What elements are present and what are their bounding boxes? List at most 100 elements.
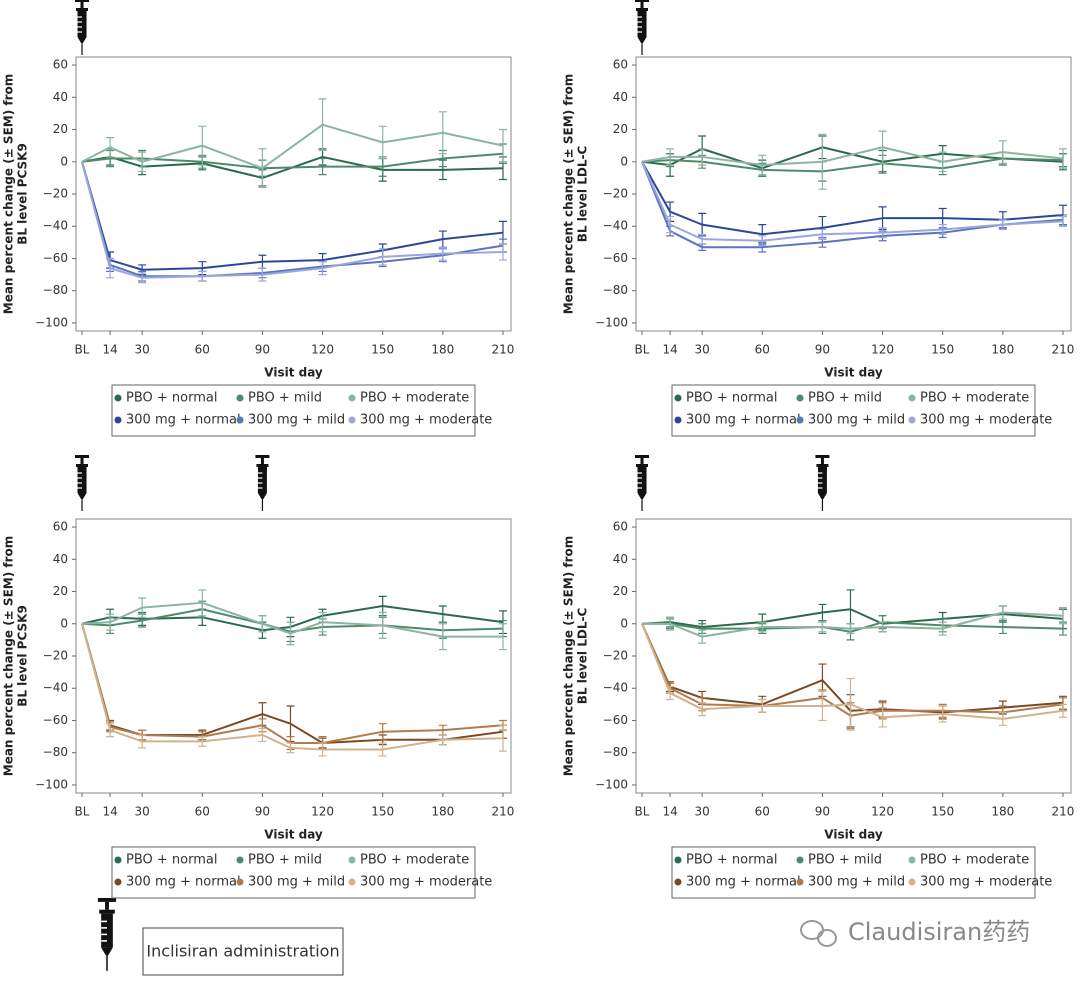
y-tick-label: −100 <box>595 315 628 329</box>
y-axis-title: Mean percent change (± SEM) from <box>2 74 16 315</box>
x-tick-label: 150 <box>931 343 954 357</box>
y-tick-label: −60 <box>603 251 628 265</box>
error-bar <box>138 734 147 749</box>
y-tick-label: 0 <box>60 616 68 630</box>
plot-frame <box>635 518 1072 794</box>
plot-frame <box>75 56 512 332</box>
error-bar <box>258 615 267 633</box>
error-bar <box>198 270 207 282</box>
y-tick-label: 20 <box>53 122 68 136</box>
series-line <box>641 623 1064 720</box>
legend-label: PBO + moderate <box>920 853 1029 868</box>
legend-label: 300 mg + moderate <box>360 875 492 890</box>
error-bar <box>106 723 115 738</box>
y-tick-label: −20 <box>43 187 68 201</box>
legend-label: 300 mg + moderate <box>920 413 1052 428</box>
error-bar <box>498 128 507 163</box>
error-bar <box>758 154 767 176</box>
legend-swatch <box>236 878 244 886</box>
y-tick-label: −80 <box>43 283 68 297</box>
x-tick-label: 120 <box>311 343 334 357</box>
legend-swatch <box>114 878 122 886</box>
error-bar <box>258 267 267 282</box>
error-bar <box>818 228 827 240</box>
legend-label: 300 mg + moderate <box>360 413 492 428</box>
error-bar <box>378 248 387 266</box>
series-line <box>642 611 1064 638</box>
x-tick-label: BL <box>635 805 650 819</box>
y-tick-label: −60 <box>603 713 628 727</box>
x-tick-label: 14 <box>662 805 677 819</box>
dosing-syringe <box>634 0 650 56</box>
x-tick-label: 150 <box>371 343 394 357</box>
legend-label: PBO + moderate <box>360 391 469 406</box>
legend-label: PBO + moderate <box>360 853 469 868</box>
error-bar <box>138 151 147 173</box>
legend-label: 300 mg + mild <box>248 413 345 428</box>
error-bar <box>666 616 675 631</box>
y-tick-label: −100 <box>35 777 68 791</box>
legend-swatch <box>796 878 804 886</box>
error-bar <box>818 621 827 633</box>
legend-box <box>671 846 1036 899</box>
error-bar <box>138 272 147 284</box>
x-tick-label: 90 <box>815 343 830 357</box>
y-tick-label: −20 <box>43 649 68 663</box>
dosing-syringe <box>74 0 90 56</box>
x-tick-label: 90 <box>815 805 830 819</box>
legend-label: 300 mg + normal <box>126 413 241 428</box>
legend-label: PBO + normal <box>686 853 777 868</box>
y-tick-label: −100 <box>595 777 628 791</box>
legend-label: PBO + normal <box>126 391 217 406</box>
x-tick-label: 30 <box>695 343 710 357</box>
error-bar <box>998 140 1007 164</box>
x-tick-label: BL <box>75 805 90 819</box>
x-tick-label: 120 <box>871 805 894 819</box>
error-bar <box>938 621 947 636</box>
y-tick-label: −40 <box>603 219 628 233</box>
error-bar <box>698 702 707 717</box>
x-tick-label: 60 <box>755 805 770 819</box>
y-tick-label: 20 <box>613 122 628 136</box>
error-bar <box>998 219 1007 231</box>
legend-label: PBO + mild <box>248 853 322 868</box>
legend-swatch <box>674 878 682 886</box>
legend-label: 300 mg + mild <box>248 875 345 890</box>
error-bar <box>1058 215 1067 227</box>
x-tick-label: 150 <box>371 805 394 819</box>
y-tick-label: −40 <box>603 681 628 695</box>
plot-frame <box>635 56 1072 332</box>
dosing-syringe <box>814 454 831 512</box>
y-tick-label: 60 <box>53 58 68 72</box>
legend-swatch <box>674 394 682 402</box>
legend-swatch <box>348 856 356 864</box>
y-tick-label: 20 <box>53 584 68 598</box>
legend-swatch <box>348 394 356 402</box>
y-tick-label: −60 <box>43 713 68 727</box>
error-bar <box>818 690 827 722</box>
dosing-syringe <box>254 454 271 512</box>
x-tick-label: 210 <box>492 805 515 819</box>
x-tick-label: 150 <box>931 805 954 819</box>
legend-label: PBO + mild <box>808 853 882 868</box>
legend-label: PBO + normal <box>126 853 217 868</box>
legend-swatch <box>236 394 244 402</box>
legend-swatch <box>236 856 244 864</box>
legend-label: 300 mg + normal <box>126 875 241 890</box>
error-bar <box>758 698 767 714</box>
y-tick-label: 40 <box>53 552 68 566</box>
legend-label: 300 mg + mild <box>808 413 905 428</box>
legend-label: 300 mg + mild <box>808 875 905 890</box>
y-axis-title: Mean percent change (± SEM) from <box>2 536 16 777</box>
error-bar <box>198 589 207 617</box>
watermark-icon <box>800 920 837 947</box>
y-tick-label: −80 <box>603 745 628 759</box>
x-axis-title: Visit day <box>264 366 323 380</box>
series-line <box>641 608 1064 628</box>
legend-swatch <box>674 856 682 864</box>
y-tick-label: 20 <box>613 584 628 598</box>
legend-swatch <box>236 416 244 424</box>
y-tick-label: −100 <box>35 315 68 329</box>
y-tick-label: 60 <box>53 520 68 534</box>
